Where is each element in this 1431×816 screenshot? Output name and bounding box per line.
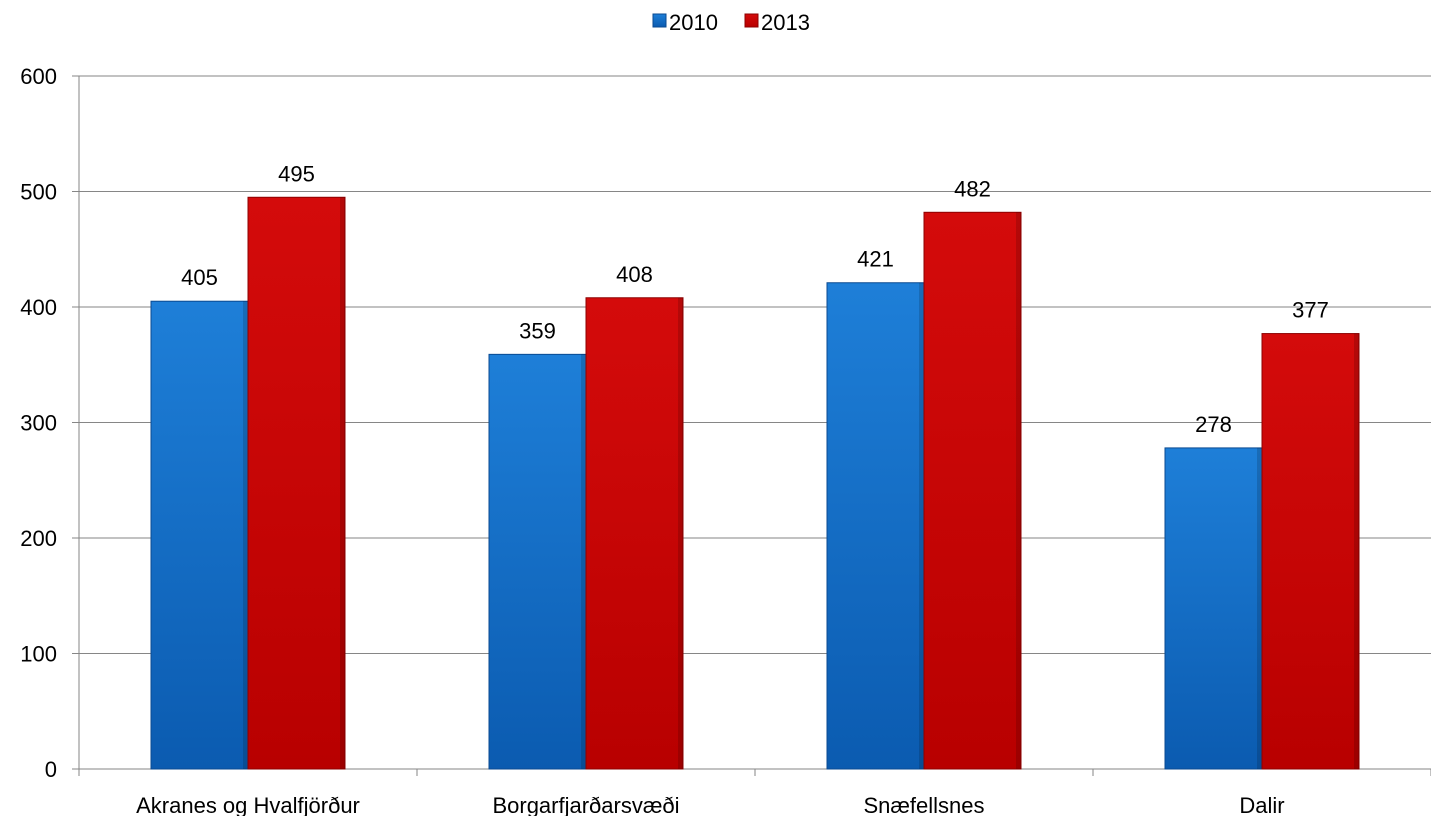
bar-2010 — [1164, 447, 1263, 770]
bars — [150, 196, 1360, 770]
y-tick-label: 100 — [20, 642, 57, 667]
bar-shade — [1257, 447, 1262, 769]
data-label: 482 — [954, 176, 991, 201]
data-label: 408 — [616, 262, 653, 287]
y-tick-label: 600 — [20, 64, 57, 89]
y-tick-label: 400 — [20, 295, 57, 320]
bar-2010 — [826, 282, 925, 770]
bar-2013 — [923, 211, 1022, 770]
legend-swatch-2010 — [652, 13, 667, 28]
bar-2010 — [488, 353, 587, 770]
data-label: 359 — [519, 318, 556, 343]
x-category-label: Borgarfjarðarsvæði — [492, 793, 679, 816]
bar-2013 — [247, 196, 346, 770]
legend-label: 2013 — [761, 10, 810, 35]
data-labels: 405 495 359 408 421 482 278 377 — [181, 161, 1329, 437]
data-label: 377 — [1292, 298, 1329, 323]
y-tick-label: 0 — [45, 757, 57, 782]
x-category-label: Snæfellsnes — [863, 793, 984, 816]
legend: 2010 2013 — [652, 10, 810, 35]
data-label: 495 — [278, 161, 315, 186]
bar-2013 — [1261, 333, 1360, 770]
bar-shade — [1016, 212, 1021, 770]
bar-shade — [919, 282, 924, 769]
y-tick-label: 500 — [20, 180, 57, 205]
x-category-label: Dalir — [1239, 793, 1284, 816]
legend-label: 2010 — [669, 10, 718, 35]
data-label: 421 — [857, 247, 894, 272]
bar-2010 — [150, 300, 249, 770]
x-category-label: Akranes og Hvalfjörður — [136, 793, 360, 816]
axes: 0 100 200 300 400 500 600 Akranes og Hvalfjörðu… — [20, 64, 1431, 816]
legend-swatch-2013 — [744, 13, 759, 28]
bar-shade — [1354, 333, 1359, 769]
bar-shade — [340, 197, 345, 769]
data-label: 278 — [1195, 412, 1232, 437]
y-tick-label: 300 — [20, 411, 57, 436]
bar-2013 — [585, 297, 684, 770]
bar-shade — [243, 301, 248, 769]
bar-shade — [678, 297, 683, 769]
data-label: 405 — [181, 265, 218, 290]
y-tick-label: 200 — [20, 526, 57, 551]
bar-shade — [581, 354, 586, 769]
